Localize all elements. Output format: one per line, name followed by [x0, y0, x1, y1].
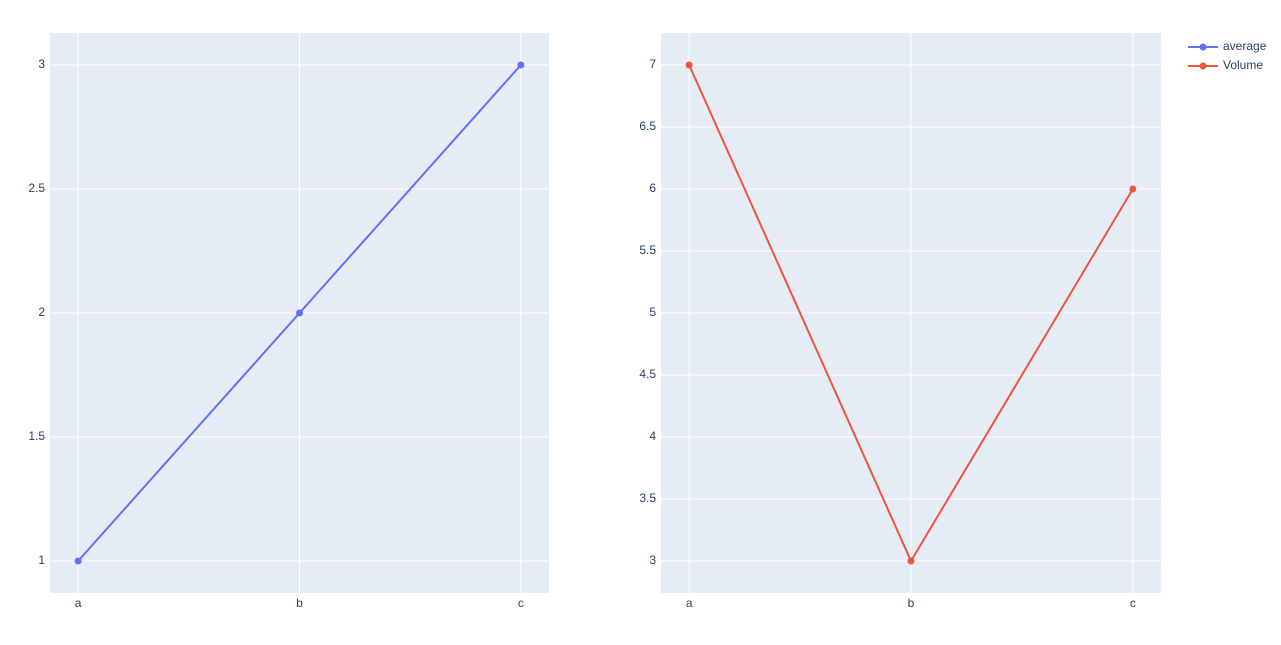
legend-marker [1199, 43, 1207, 51]
y-tick-label: 3 [649, 553, 656, 567]
x-tick-label: a [686, 596, 693, 610]
x-tick-label: a [75, 596, 82, 610]
y-tick-label: 5 [649, 305, 656, 319]
y-tick-label: 6 [649, 181, 656, 195]
y-tick-label: 5.5 [639, 243, 656, 257]
x-tick-label: c [518, 596, 524, 610]
legend-label: Volume [1223, 58, 1263, 72]
point [907, 557, 915, 565]
point [74, 557, 82, 565]
point [517, 61, 525, 69]
point [685, 61, 693, 69]
y-tick-label: 7 [649, 57, 656, 71]
y-tick-label: 1 [38, 553, 45, 567]
x-tick-label: b [296, 596, 303, 610]
legend-label: average [1223, 39, 1267, 53]
legend-marker [1199, 62, 1207, 70]
y-tick-label: 4 [649, 429, 656, 443]
y-tick-label: 2.5 [28, 181, 45, 195]
y-tick-label: 1.5 [28, 429, 45, 443]
point [296, 309, 303, 317]
point [1129, 185, 1137, 193]
y-tick-label: 2 [38, 305, 45, 319]
y-tick-label: 3 [38, 57, 45, 71]
x-tick-label: c [1130, 596, 1136, 610]
y-tick-label: 6.5 [639, 119, 656, 133]
x-tick-label: b [908, 596, 915, 610]
y-tick-label: 4.5 [639, 367, 656, 381]
y-tick-label: 3.5 [639, 491, 656, 505]
